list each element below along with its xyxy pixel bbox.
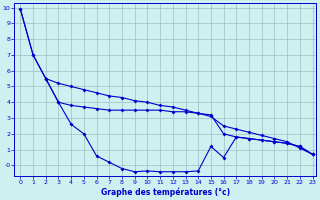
X-axis label: Graphe des températures (°c): Graphe des températures (°c) xyxy=(100,188,230,197)
